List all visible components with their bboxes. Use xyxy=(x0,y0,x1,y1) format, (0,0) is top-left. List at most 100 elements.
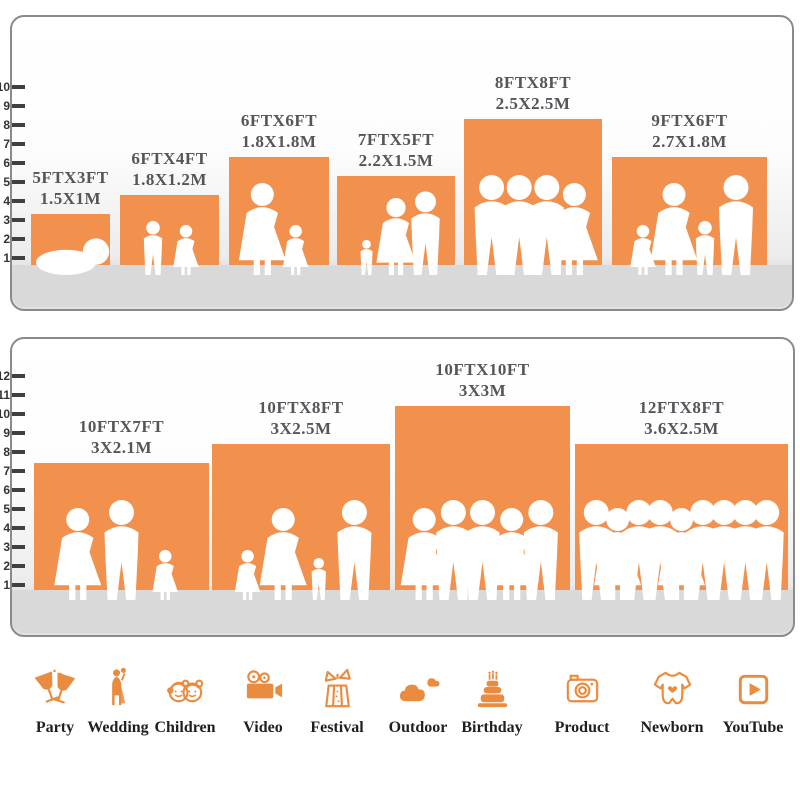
small-backdrops-panel-top: 123456789105FTX3FT1.5X1M6FTX4FT1.8X1.2M6… xyxy=(0,15,794,311)
size-m-text: 2.2X1.5M xyxy=(358,151,434,170)
size-ft-text: 7FTX5FT xyxy=(357,130,435,149)
category-label: Children xyxy=(154,719,216,736)
ruler-tick-label: 5 xyxy=(3,175,10,189)
ruler-tick-label: 4 xyxy=(3,194,10,208)
category-row: Party Wedding Children Video Festival Ou… xyxy=(0,666,800,762)
ruler-tick-label: 2 xyxy=(3,559,10,573)
ruler-tick xyxy=(12,218,25,222)
size-ft-text: 8FTX8FT xyxy=(494,73,572,92)
ruler-tick xyxy=(12,374,25,378)
category-item-newborn: Newborn xyxy=(627,666,717,737)
ruler-tick-label: 10 xyxy=(0,407,10,421)
people-silhouette xyxy=(579,500,784,600)
category-item-outdoor: Outdoor xyxy=(373,666,463,737)
category-label: Video xyxy=(243,719,283,736)
category-label: Festival xyxy=(310,719,364,736)
ruler-tick xyxy=(12,469,25,473)
ruler-tick xyxy=(12,237,25,241)
size-m-text: 1.5X1M xyxy=(39,189,102,208)
ruler-tick xyxy=(12,507,25,511)
children-icon xyxy=(166,679,203,703)
ruler-tick xyxy=(12,431,25,435)
ruler-tick xyxy=(12,104,25,108)
category-item-product: Product xyxy=(537,666,627,737)
ruler-tick xyxy=(12,564,25,568)
party-icon xyxy=(34,669,75,704)
backdrop-size-label: 10FTX7FT 3X2.1M xyxy=(0,416,244,458)
ruler-tick xyxy=(12,412,25,416)
ruler-tick-label: 3 xyxy=(3,540,10,554)
ruler-tick-label: 11 xyxy=(0,388,10,402)
ruler-tick xyxy=(12,256,25,260)
ruler-tick-label: 8 xyxy=(3,445,10,459)
ruler-tick-label: 4 xyxy=(3,521,10,535)
category-item-party: Party xyxy=(10,666,100,737)
size-ft-text: 12FTX8FT xyxy=(638,398,725,417)
birthday-icon xyxy=(477,670,507,708)
backdrop-size-label: 6FTX4FT 1.8X1.2M xyxy=(85,148,254,190)
size-m-text: 2.7X1.8M xyxy=(652,132,727,151)
ruler-tick-label: 7 xyxy=(3,137,10,151)
people-silhouette xyxy=(630,175,753,275)
ruler-tick-label: 1 xyxy=(3,251,10,265)
festival-icon xyxy=(324,668,351,708)
ground-strip xyxy=(12,590,793,633)
ruler-tick-label: 10 xyxy=(0,80,10,94)
ruler-tick xyxy=(12,583,25,587)
product-icon xyxy=(566,674,598,703)
ruler-tick-label: 9 xyxy=(3,99,10,113)
ruler-tick-label: 1 xyxy=(3,578,10,592)
size-ft-text: 10FTX7FT xyxy=(78,417,165,436)
people-silhouette xyxy=(143,221,199,275)
backdrop-bar xyxy=(464,119,602,275)
backdrop-size-label: 6FTX6FT 1.8X1.8M xyxy=(194,110,364,152)
ruler-tick xyxy=(12,180,25,184)
ruler: 123456789101112 xyxy=(0,339,27,635)
ruler-tick-label: 7 xyxy=(3,464,10,478)
size-m-text: 2.5X2.5M xyxy=(495,94,571,113)
size-m-text: 3.6X2.5M xyxy=(644,419,719,438)
backdrop-size-label: 7FTX5FT 2.2X1.5M xyxy=(302,129,490,171)
ruler-tick-label: 12 xyxy=(0,369,10,383)
ruler-tick-label: 3 xyxy=(3,213,10,227)
category-item-video: Video xyxy=(218,666,308,737)
people-silhouette xyxy=(474,175,598,275)
size-ft-text: 6FTX4FT xyxy=(131,149,208,168)
backdrop-bar xyxy=(612,157,767,275)
category-label: YouTube xyxy=(722,719,784,736)
size-m-text: 1.8X1.8M xyxy=(241,132,317,151)
people-silhouette xyxy=(234,500,372,600)
newborn-icon xyxy=(653,671,691,705)
size-ft-text: 6FTX6FT xyxy=(240,111,318,130)
category-item-youtube: YouTube xyxy=(708,666,798,737)
youtube-icon xyxy=(738,674,768,705)
people-silhouette xyxy=(54,500,178,600)
backdrop-size-label: 10FTX10FT 3X3M xyxy=(360,359,605,401)
category-label: Outdoor xyxy=(388,719,448,736)
backdrop-size-label: 9FTX6FT 2.7X1.8M xyxy=(577,110,800,152)
backdrop-bar xyxy=(337,176,455,275)
size-m-text: 3X2.1M xyxy=(90,438,153,457)
people-silhouette xyxy=(360,191,440,275)
ruler-tick-label: 5 xyxy=(3,502,10,516)
category-item-birthday: Birthday xyxy=(447,666,537,737)
size-ft-text: 10FTX8FT xyxy=(258,398,344,417)
size-m-text: 3X2.5M xyxy=(270,419,332,438)
outdoor-icon xyxy=(399,678,440,702)
ruler-tick xyxy=(12,545,25,549)
category-item-children: Children xyxy=(140,666,230,737)
ruler-tick xyxy=(12,450,25,454)
backdrop-size-label: 8FTX8FT 2.5X2.5M xyxy=(429,72,637,114)
backdrop-size-label: 5FTX3FT 1.5X1M xyxy=(0,167,145,209)
ruler-tick-label: 6 xyxy=(3,156,10,170)
small-backdrops-panel-bottom: 12345678910111210FTX7FT3X2.1M10FTX8FT3X2… xyxy=(0,337,795,637)
backdrop-bar xyxy=(34,463,209,600)
ruler-tick-label: 9 xyxy=(3,426,10,440)
ruler-tick xyxy=(12,161,25,165)
backdrop-bar xyxy=(31,214,110,275)
wedding-icon xyxy=(111,667,126,706)
backdrop-bar xyxy=(229,157,329,275)
ruler-tick-label: 8 xyxy=(3,118,10,132)
ruler-tick xyxy=(12,526,25,530)
